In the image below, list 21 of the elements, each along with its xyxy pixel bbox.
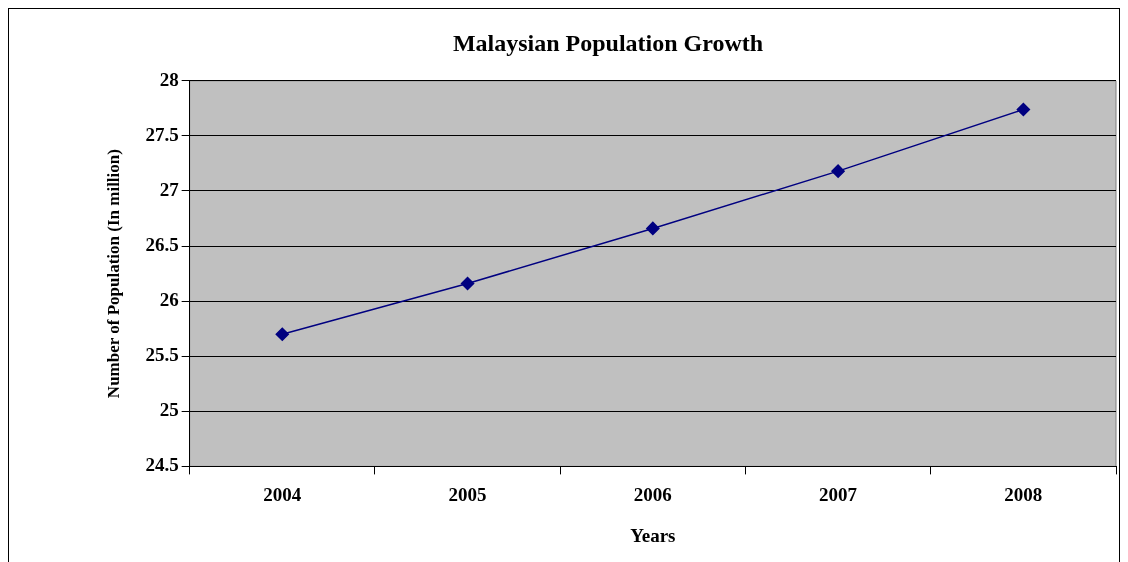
x-tick-label: 2005 — [448, 483, 487, 505]
y-tick-label: 26 — [159, 289, 179, 311]
y-tick-label: 27.5 — [145, 123, 179, 145]
x-tick-label: 2004 — [263, 483, 302, 505]
x-tick-label: 2007 — [819, 483, 858, 505]
x-axis-title: Years — [630, 524, 676, 546]
y-axis-title: Number of Population (In million) — [103, 149, 123, 399]
x-tick-label: 2006 — [633, 483, 672, 505]
y-tick-label: 25 — [159, 399, 179, 421]
y-tick-label: 28 — [159, 68, 179, 90]
y-tick-label: 25.5 — [145, 344, 179, 366]
y-tick-label: 27 — [159, 178, 180, 200]
y-tick-label: 26.5 — [145, 233, 179, 255]
chart-title: Malaysian Population Growth — [452, 29, 764, 56]
x-tick-label: 2008 — [1004, 483, 1043, 505]
point — [275, 327, 290, 341]
point — [1016, 102, 1031, 117]
point — [831, 164, 845, 178]
point — [646, 221, 660, 236]
y-tick-label: 24.5 — [145, 454, 179, 476]
point — [460, 276, 475, 291]
